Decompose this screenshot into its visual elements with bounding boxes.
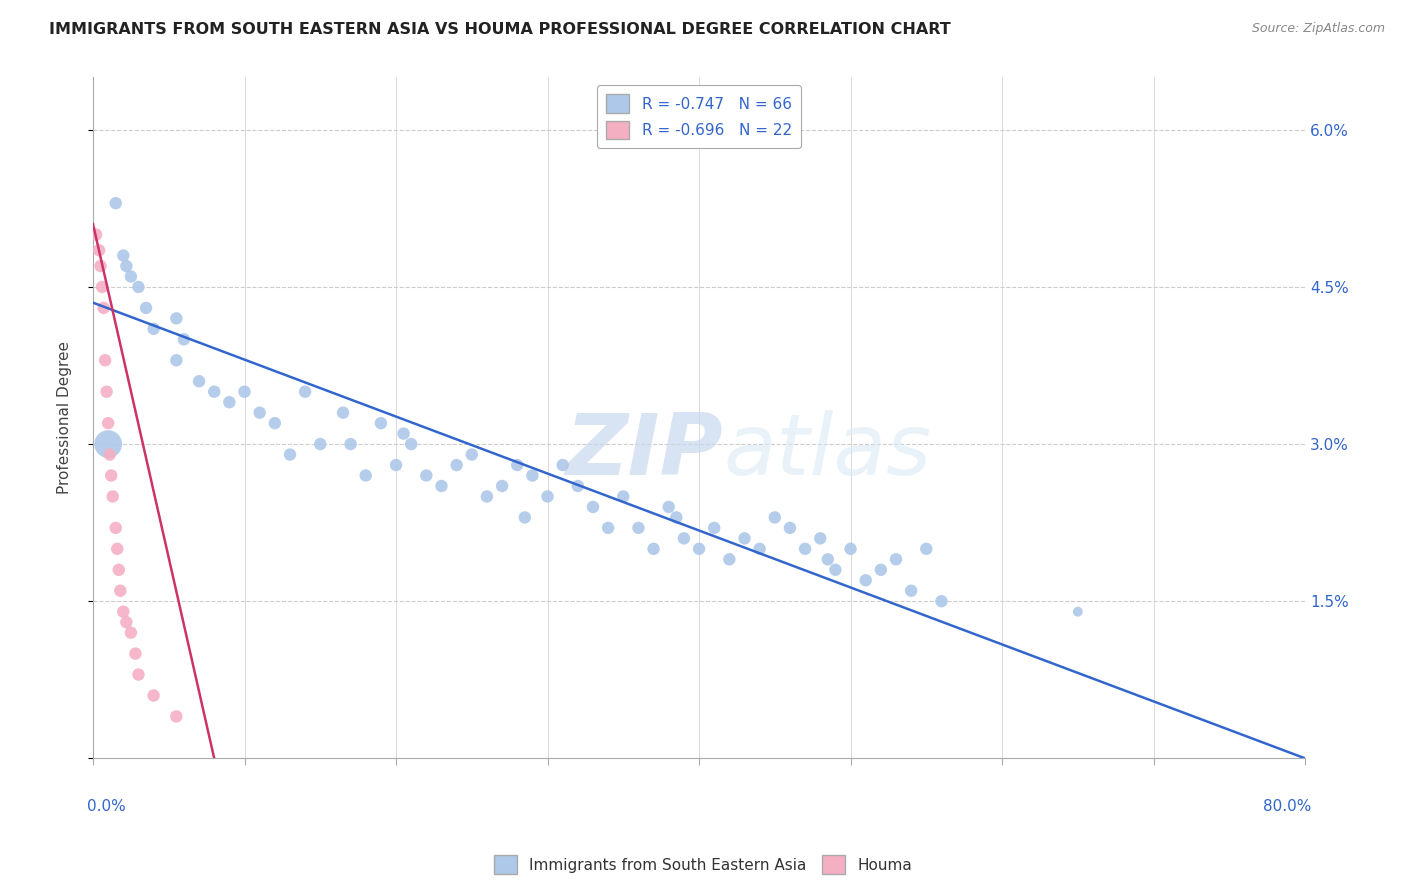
Point — [718, 552, 741, 566]
Point — [658, 500, 681, 514]
Point — [688, 541, 710, 556]
Point — [96, 384, 118, 399]
Point — [104, 196, 127, 211]
Point — [165, 311, 187, 326]
Point — [506, 458, 529, 472]
Point — [105, 541, 128, 556]
Point — [120, 625, 142, 640]
Point — [446, 458, 468, 472]
Point — [94, 353, 117, 368]
Text: ZIP: ZIP — [565, 410, 723, 493]
Point — [127, 280, 149, 294]
Point — [91, 280, 114, 294]
Point — [263, 416, 285, 430]
Text: 80.0%: 80.0% — [1263, 799, 1312, 814]
Point — [665, 510, 688, 524]
Point — [567, 479, 589, 493]
Legend: Immigrants from South Eastern Asia, Houma: Immigrants from South Eastern Asia, Houm… — [488, 849, 918, 880]
Point — [855, 574, 877, 588]
Point — [794, 541, 817, 556]
Point — [97, 437, 120, 451]
Point — [551, 458, 574, 472]
Point — [385, 458, 408, 472]
Point — [98, 448, 121, 462]
Point — [598, 521, 620, 535]
Point — [309, 437, 332, 451]
Point — [461, 448, 484, 462]
Text: atlas: atlas — [723, 410, 931, 493]
Point — [249, 406, 271, 420]
Point — [392, 426, 415, 441]
Point — [1067, 605, 1090, 619]
Point — [115, 615, 138, 629]
Point — [202, 384, 225, 399]
Point — [931, 594, 953, 608]
Point — [332, 406, 354, 420]
Text: Source: ZipAtlas.com: Source: ZipAtlas.com — [1251, 22, 1385, 36]
Point — [884, 552, 907, 566]
Legend: R = -0.747   N = 66, R = -0.696   N = 22: R = -0.747 N = 66, R = -0.696 N = 22 — [598, 85, 801, 148]
Point — [135, 301, 157, 315]
Point — [808, 532, 831, 546]
Point — [703, 521, 725, 535]
Point — [475, 490, 498, 504]
Point — [101, 490, 124, 504]
Point — [370, 416, 392, 430]
Point — [110, 583, 132, 598]
Point — [870, 563, 893, 577]
Point — [491, 479, 513, 493]
Point — [779, 521, 801, 535]
Point — [100, 468, 122, 483]
Point — [173, 332, 195, 346]
Point — [915, 541, 938, 556]
Point — [734, 532, 756, 546]
Point — [522, 468, 544, 483]
Point — [218, 395, 240, 409]
Point — [90, 259, 112, 273]
Point — [839, 541, 862, 556]
Text: 0.0%: 0.0% — [87, 799, 125, 814]
Point — [900, 583, 922, 598]
Point — [627, 521, 650, 535]
Point — [112, 248, 135, 262]
Point — [84, 227, 107, 242]
Point — [165, 353, 187, 368]
Point — [536, 490, 558, 504]
Point — [120, 269, 142, 284]
Point — [115, 259, 138, 273]
Point — [87, 244, 110, 258]
Text: IMMIGRANTS FROM SOUTH EASTERN ASIA VS HOUMA PROFESSIONAL DEGREE CORRELATION CHAR: IMMIGRANTS FROM SOUTH EASTERN ASIA VS HO… — [49, 22, 950, 37]
Point — [672, 532, 695, 546]
Point — [643, 541, 665, 556]
Point — [354, 468, 377, 483]
Point — [399, 437, 422, 451]
Point — [430, 479, 453, 493]
Point — [165, 709, 187, 723]
Point — [339, 437, 361, 451]
Point — [97, 416, 120, 430]
Point — [763, 510, 786, 524]
Point — [817, 552, 839, 566]
Point — [824, 563, 846, 577]
Point — [294, 384, 316, 399]
Point — [278, 448, 301, 462]
Y-axis label: Professional Degree: Professional Degree — [58, 342, 72, 494]
Point — [124, 647, 146, 661]
Point — [513, 510, 536, 524]
Point — [104, 521, 127, 535]
Point — [612, 490, 634, 504]
Point — [127, 667, 149, 681]
Point — [142, 689, 165, 703]
Point — [107, 563, 129, 577]
Point — [93, 301, 115, 315]
Point — [233, 384, 256, 399]
Point — [415, 468, 437, 483]
Point — [142, 322, 165, 336]
Point — [112, 605, 135, 619]
Point — [582, 500, 605, 514]
Point — [188, 374, 211, 388]
Point — [748, 541, 770, 556]
